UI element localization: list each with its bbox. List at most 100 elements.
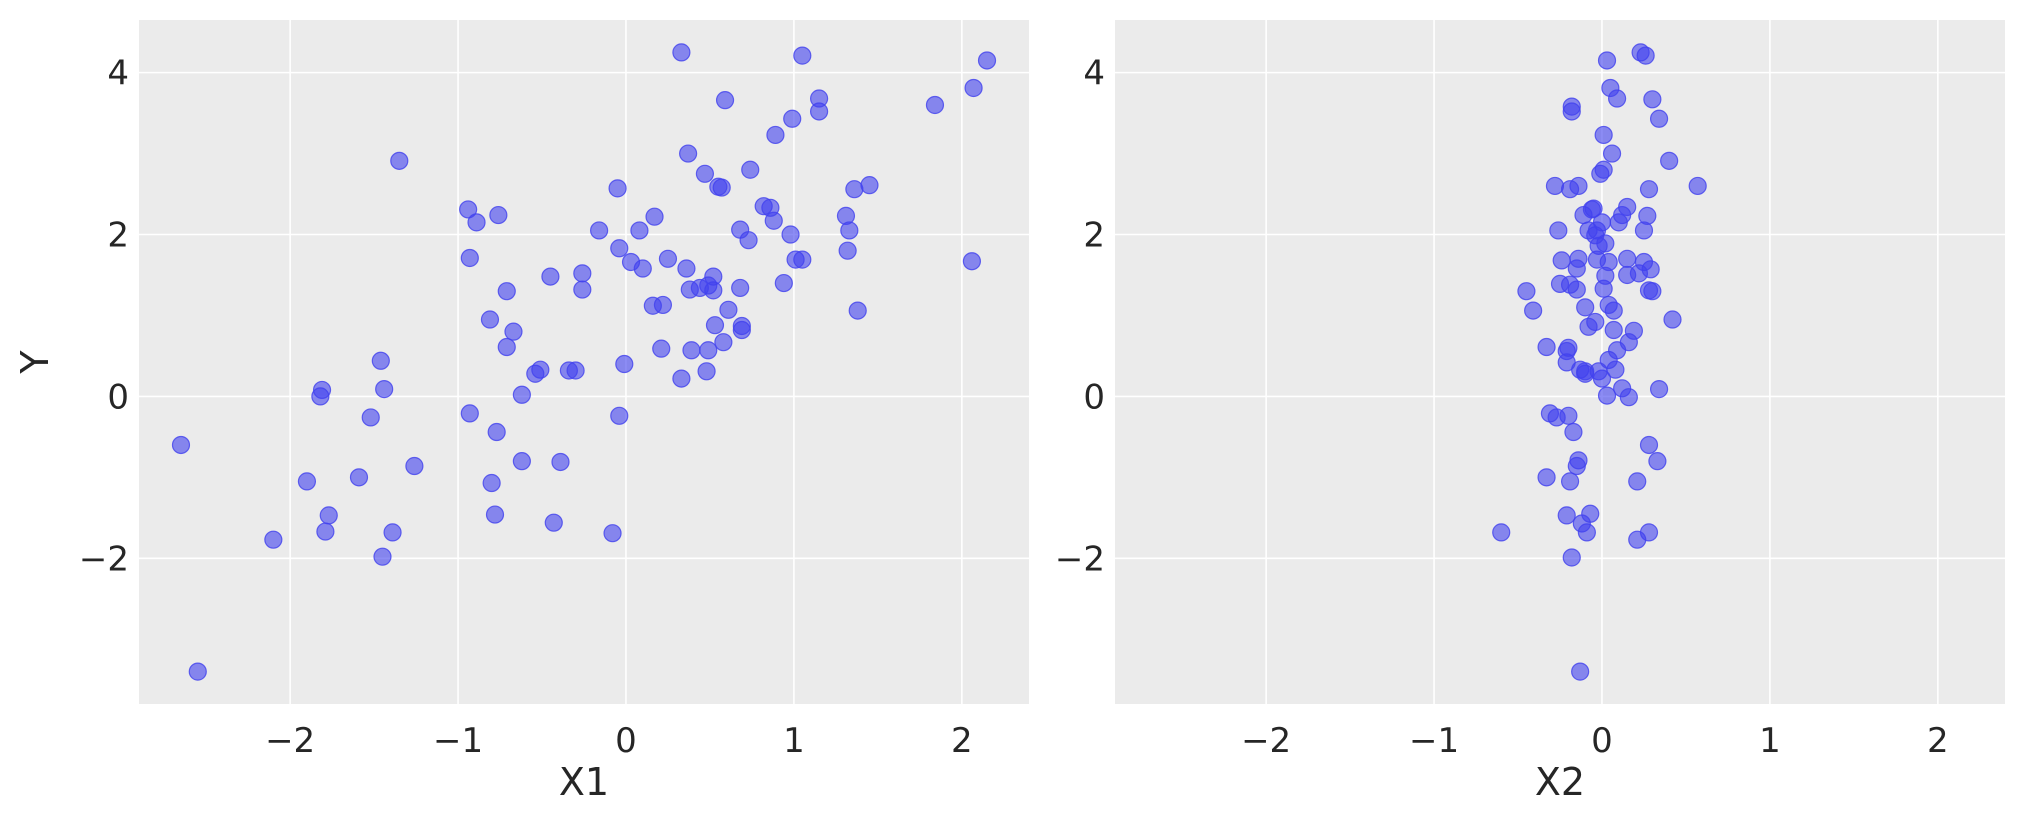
data-point	[714, 333, 733, 352]
data-point	[375, 380, 394, 399]
data-point	[645, 207, 664, 226]
data-point	[610, 239, 629, 258]
data-point	[1559, 338, 1578, 357]
data-point	[1562, 102, 1581, 121]
data-point	[1492, 523, 1511, 542]
x-tick-label: −2	[265, 721, 315, 761]
data-point	[373, 547, 392, 566]
data-point	[1604, 320, 1623, 340]
data-point	[652, 339, 671, 358]
x-axis-label: X2	[1535, 760, 1585, 804]
y-tick-label: −2	[79, 539, 129, 579]
data-point	[361, 408, 380, 427]
data-point	[1648, 452, 1667, 471]
data-point	[1545, 176, 1565, 196]
data-point	[705, 316, 725, 335]
data-point	[741, 160, 760, 179]
data-point	[383, 523, 402, 542]
x-tick-label: 0	[615, 721, 637, 761]
data-point	[1569, 451, 1588, 470]
data-point	[860, 176, 879, 195]
data-point	[1594, 125, 1613, 145]
data-point	[573, 280, 592, 299]
y-tick-label: −2	[1055, 539, 1105, 579]
data-point	[1639, 523, 1659, 542]
data-point	[405, 456, 424, 476]
data-point	[1571, 662, 1590, 681]
data-point	[312, 380, 332, 400]
data-point	[964, 78, 983, 98]
data-point	[551, 452, 570, 472]
data-point	[781, 225, 800, 244]
data-point	[1641, 260, 1660, 279]
data-point	[699, 341, 718, 360]
y-tick-label: 0	[107, 377, 129, 417]
data-point	[840, 221, 859, 240]
data-point	[297, 472, 317, 491]
data-point	[1517, 282, 1536, 301]
data-point	[171, 435, 191, 455]
data-point	[566, 361, 585, 380]
plot-background	[139, 20, 1029, 704]
x-tick-label: 2	[1927, 721, 1949, 761]
data-point	[1606, 360, 1625, 379]
data-point	[739, 231, 758, 250]
data-point	[487, 422, 506, 442]
data-point	[482, 473, 501, 493]
data-point	[1524, 301, 1543, 320]
data-point	[809, 89, 829, 108]
data-point	[962, 252, 982, 271]
data-point	[608, 179, 627, 198]
data-point	[1592, 213, 1612, 232]
data-point	[512, 452, 531, 471]
data-point	[264, 530, 283, 549]
data-point	[1649, 380, 1669, 399]
data-point	[679, 144, 698, 163]
data-point	[732, 316, 751, 336]
data-point	[1688, 176, 1707, 196]
data-point	[573, 264, 592, 283]
x-tick-label: 1	[783, 721, 805, 761]
data-point	[1607, 89, 1627, 108]
data-point	[1596, 234, 1615, 253]
data-point	[925, 95, 945, 115]
x-axis-label: X1	[559, 760, 609, 804]
data-point	[682, 341, 701, 360]
y-axis-label: Y	[13, 350, 57, 375]
data-point	[697, 362, 716, 381]
data-point	[390, 151, 409, 170]
data-point	[677, 259, 696, 278]
data-point	[1663, 310, 1682, 329]
data-point	[1549, 221, 1568, 240]
data-point	[1559, 406, 1578, 425]
data-point	[1618, 197, 1637, 217]
data-point	[1537, 468, 1556, 487]
data-point	[672, 43, 691, 62]
data-point	[766, 125, 785, 145]
data-point	[1643, 90, 1662, 109]
data-point	[1576, 298, 1595, 317]
data-point	[615, 354, 634, 374]
data-point	[485, 505, 505, 524]
data-point	[603, 524, 622, 543]
data-point	[1569, 176, 1588, 196]
data-point	[1581, 504, 1600, 523]
data-point	[1584, 199, 1603, 218]
data-point	[316, 522, 335, 541]
data-point	[704, 267, 723, 286]
data-point	[1560, 472, 1580, 491]
data-point	[531, 360, 550, 379]
data-point	[1649, 109, 1669, 128]
data-point	[541, 267, 560, 286]
data-point	[371, 351, 390, 370]
data-point	[544, 513, 563, 532]
data-point	[1577, 523, 1596, 542]
data-point	[1643, 282, 1662, 301]
data-point	[1618, 249, 1637, 268]
data-point	[1597, 386, 1617, 405]
data-point	[1564, 422, 1583, 442]
x-tick-label: 2	[951, 721, 973, 761]
data-point	[1599, 252, 1618, 272]
x-tick-label: 1	[1759, 721, 1781, 761]
